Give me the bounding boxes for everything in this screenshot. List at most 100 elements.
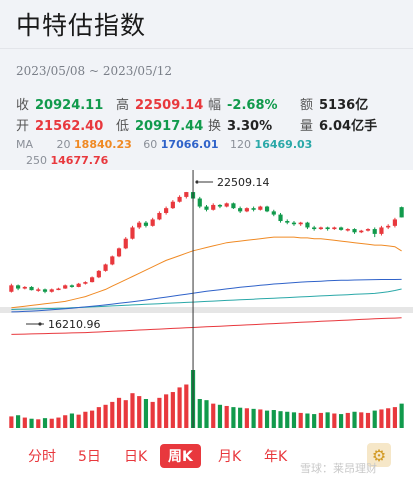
tab-monthly[interactable]: 月K (218, 449, 242, 465)
candle-body (372, 229, 377, 234)
candle-body (29, 286, 34, 291)
tab-yearly[interactable]: 年K (264, 449, 288, 465)
candle-body (359, 230, 364, 233)
volume-bar (264, 410, 270, 428)
candle-body (9, 285, 14, 292)
volume-bar (231, 407, 236, 428)
candle-body (69, 285, 75, 287)
volume-bar (150, 401, 155, 428)
divider (0, 48, 413, 49)
ma250-value: 14677.76 (50, 154, 109, 167)
settings-gear-icon[interactable]: ⚙ (367, 443, 391, 467)
candle-body (197, 198, 202, 207)
volume-bar (224, 405, 229, 428)
period-tabs: 分时 5日 日K 周K 月K 年K (0, 440, 413, 474)
candle-body (238, 208, 243, 212)
turnover-stat: 换 3.30% (208, 119, 273, 134)
candle-body (325, 227, 330, 230)
kline-chart[interactable]: 22509.14 16210.96 (0, 170, 413, 435)
volume-bar (184, 384, 189, 428)
candle-body (338, 227, 344, 230)
candle-body (76, 283, 81, 287)
ma60-line (11, 278, 402, 313)
volume-bar (42, 418, 48, 428)
volume-bar (379, 409, 384, 428)
tab-daily[interactable]: 日K (124, 449, 148, 465)
candle-body (150, 219, 155, 226)
ma250-line (11, 317, 402, 335)
open-value: 21562.40 (35, 119, 104, 134)
tab-intraday[interactable]: 分时 (28, 449, 56, 465)
volume-bar (305, 413, 310, 428)
volume-bar (63, 415, 68, 428)
volume-bar (143, 399, 149, 428)
candle-body (386, 225, 391, 228)
candle-body (365, 229, 371, 231)
tab-weekly[interactable]: 周K (160, 444, 201, 468)
candle-body (16, 285, 21, 289)
candle-body (49, 289, 54, 292)
tab-5day[interactable]: 5日 (78, 449, 101, 465)
volume-bar (258, 409, 263, 428)
volume-bar (285, 411, 290, 428)
volume-bar (177, 387, 182, 428)
max-marker-dot (195, 180, 199, 184)
volume-bar (110, 401, 115, 428)
volume-bar (211, 403, 216, 428)
volume-bar (318, 412, 323, 428)
ma120-value: 16469.03 (254, 138, 313, 151)
volume-bar (116, 397, 122, 428)
candle-body (184, 192, 189, 197)
candle-body (264, 206, 270, 212)
candle-body (318, 227, 323, 230)
volume-bar (359, 412, 364, 428)
volume-bar (130, 393, 135, 428)
candle-body (130, 227, 135, 239)
volume-bar (123, 400, 128, 428)
candle-body (379, 227, 384, 234)
ma-legend-row2: 250 14677.76 (26, 154, 109, 167)
high-stat: 高 22509.14 (116, 98, 204, 113)
candle-body (170, 201, 175, 209)
volume-bar (49, 418, 54, 428)
volume-bar (352, 411, 357, 428)
volume-bar (312, 414, 317, 428)
volume-bar (399, 403, 404, 428)
volume-bar (197, 399, 202, 428)
candle-body (231, 203, 236, 209)
volume-bar (16, 415, 21, 428)
volume-bar (36, 419, 41, 428)
volume-bar (365, 412, 371, 428)
candle-body (96, 270, 101, 278)
candle-body (312, 227, 317, 230)
close-value: 20924.11 (35, 98, 104, 113)
volume-bar (345, 412, 350, 428)
candle-body (244, 208, 249, 212)
candle-body (36, 289, 41, 291)
candle-body (298, 222, 303, 225)
candle-body (110, 256, 115, 265)
candle-body (258, 206, 263, 210)
open-stat: 开 21562.40 (16, 119, 104, 134)
candle-body (164, 208, 169, 213)
candle-body (285, 221, 290, 223)
volume-bar (56, 417, 61, 428)
volume-bar (298, 412, 303, 428)
candle-body (204, 206, 209, 210)
candle-body (352, 229, 357, 233)
high-value: 22509.14 (135, 98, 204, 113)
candle-body (305, 222, 310, 228)
candle-body (271, 211, 276, 215)
ma60-value: 17066.01 (160, 138, 219, 151)
candle-body (90, 277, 95, 283)
candle-body (345, 229, 350, 231)
watermark: 雪球：莱昂理财 (300, 462, 377, 475)
volume-bar (103, 404, 108, 428)
volume-bar (238, 407, 243, 428)
candle-body (211, 204, 216, 210)
candle-body (42, 289, 48, 292)
volume-bar (164, 394, 169, 428)
candle-body (251, 208, 256, 210)
volume-bar (96, 407, 101, 428)
volume-bar (392, 407, 397, 428)
